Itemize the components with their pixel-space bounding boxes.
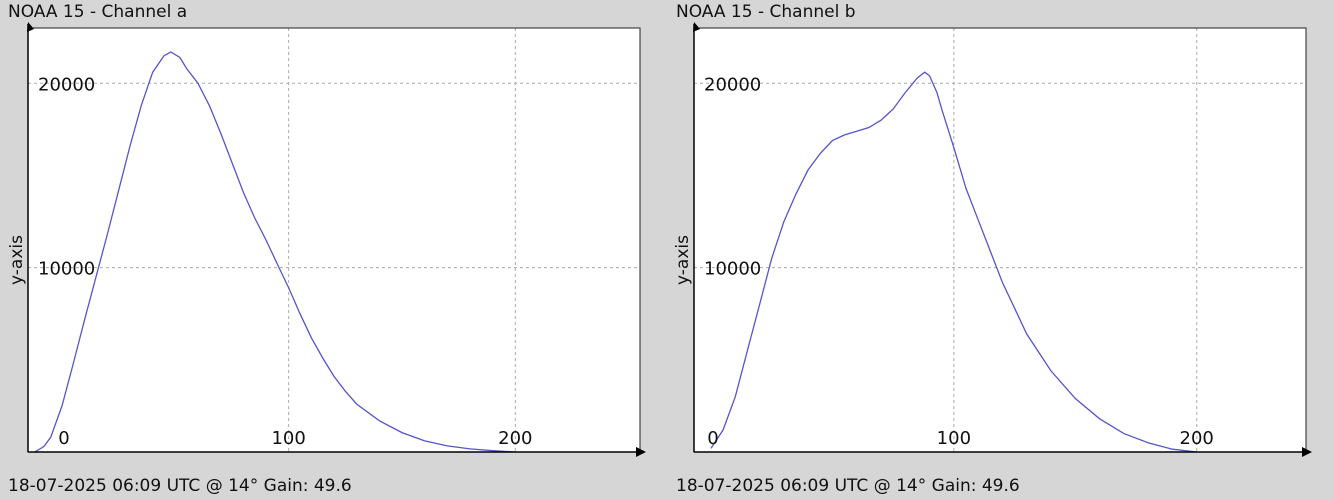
panel-b-x-axis-arrow: [1302, 447, 1312, 457]
panel-b-xtick-label-100: 100: [937, 428, 971, 449]
panel-a-xtick-label-100: 100: [271, 428, 305, 449]
panel-a-plot-area: [28, 28, 640, 452]
panel-b-title: NOAA 15 - Channel b: [676, 2, 856, 22]
panel-b-y-axis-label: y-axis: [673, 235, 693, 285]
panel-b-ytick-label-20000: 20000: [704, 74, 761, 95]
panel-a-series-line: [34, 51, 516, 453]
panel-b-plot-area: [694, 28, 1306, 452]
panel-b-series-line: [710, 71, 1197, 453]
panel-a-title: NOAA 15 - Channel a: [8, 2, 188, 22]
panel-b-xtick-label-200: 200: [1180, 428, 1214, 449]
panel-a-xtick-label-200: 200: [498, 428, 532, 449]
panel-a-y-axis-label: y-axis: [7, 235, 27, 285]
panel-b-footer: 18-07-2025 06:09 UTC @ 14° Gain: 49.6: [676, 476, 1020, 496]
panel-a-x-axis-arrow: [636, 447, 646, 457]
panel-b-plot: 0 100 200 10000 20000 y-axis: [673, 22, 1312, 457]
panel-b-y-axis-arrow: [693, 22, 700, 32]
panel-a-ytick-label-20000: 20000: [38, 74, 95, 95]
panel-a-y-axis-arrow: [27, 22, 34, 32]
panel-a-plot: 0 100 200 10000 20000 y-axis: [7, 22, 646, 457]
panel-a-xtick-label-0: 0: [58, 428, 69, 449]
panel-b-xtick-label-0: 0: [707, 428, 718, 449]
panel-a-ytick-label-10000: 10000: [38, 259, 95, 280]
panel-a-footer: 18-07-2025 06:09 UTC @ 14° Gain: 49.6: [8, 476, 352, 496]
panel-b-ytick-label-10000: 10000: [704, 259, 761, 280]
